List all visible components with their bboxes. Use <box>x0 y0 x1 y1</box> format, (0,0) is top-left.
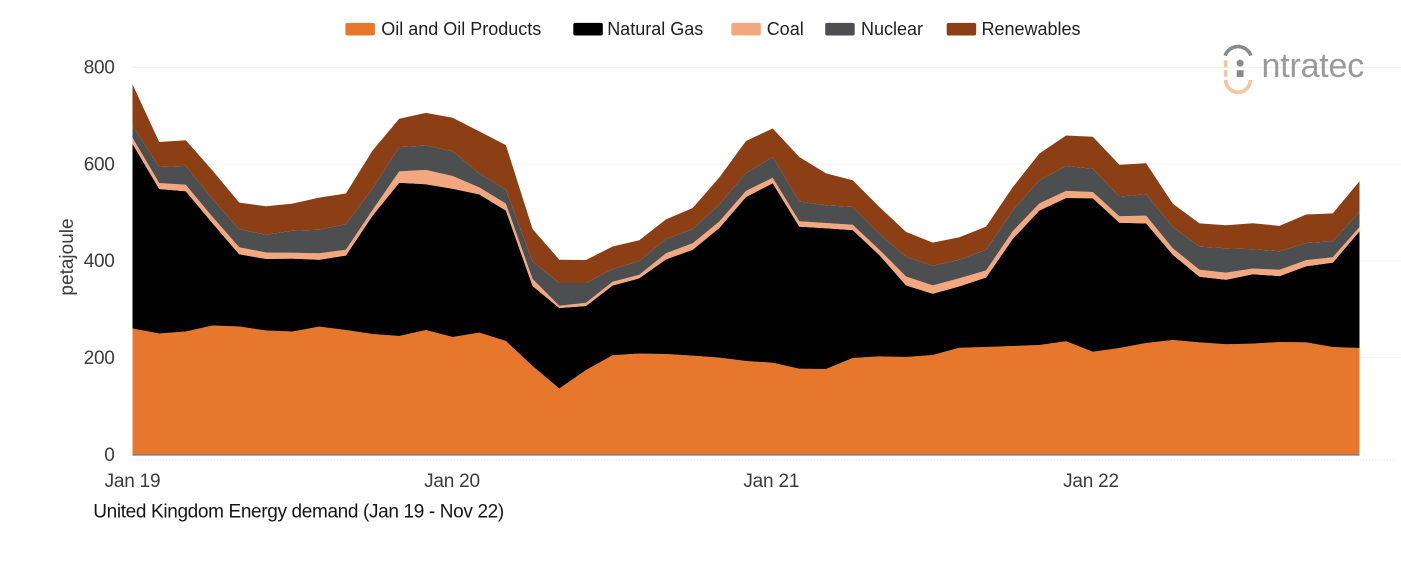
svg-text:Jan 22: Jan 22 <box>1063 471 1119 492</box>
svg-text:Renewables: Renewables <box>982 19 1081 39</box>
svg-text:Jan 21: Jan 21 <box>743 471 799 492</box>
svg-text:800: 800 <box>84 58 115 79</box>
svg-text:United Kingdom Energy demand (: United Kingdom Energy demand (Jan 19 - N… <box>93 502 504 523</box>
svg-text:200: 200 <box>84 348 115 369</box>
svg-text:petajoule: petajoule <box>57 218 78 295</box>
svg-text:Nuclear: Nuclear <box>861 19 923 39</box>
svg-text:Jan 19: Jan 19 <box>105 471 161 492</box>
svg-text:Jan 20: Jan 20 <box>424 471 480 492</box>
svg-text:400: 400 <box>84 251 115 272</box>
svg-text:Natural Gas: Natural Gas <box>607 19 703 39</box>
svg-text:ntratec: ntratec <box>1262 47 1365 85</box>
svg-text:0: 0 <box>104 445 114 466</box>
svg-text:600: 600 <box>84 154 115 175</box>
svg-text:Coal: Coal <box>767 19 804 39</box>
svg-text:Oil and Oil Products: Oil and Oil Products <box>381 19 541 39</box>
